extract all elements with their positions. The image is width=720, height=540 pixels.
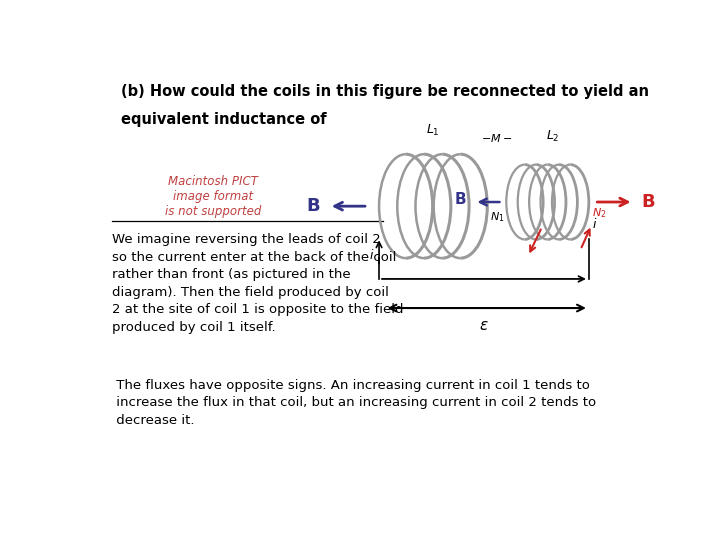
Text: $L_2$: $L_2$: [546, 129, 560, 144]
Text: B: B: [454, 192, 466, 207]
Text: (b) How could the coils in this figure be reconnected to yield an: (b) How could the coils in this figure b…: [121, 84, 649, 98]
Text: $N_2$: $N_2$: [592, 206, 606, 220]
Text: B: B: [307, 197, 320, 215]
Text: $-M-$: $-M-$: [481, 132, 513, 144]
Text: The fluxes have opposite signs. An increasing current in coil 1 tends to
 increa: The fluxes have opposite signs. An incre…: [112, 379, 596, 427]
Text: $L_1$: $L_1$: [426, 123, 440, 138]
Text: $N_1$: $N_1$: [490, 210, 505, 224]
Text: Macintosh PICT
image format
is not supported: Macintosh PICT image format is not suppo…: [165, 175, 261, 218]
Text: $\varepsilon$: $\varepsilon$: [479, 319, 489, 333]
Text: $i$: $i$: [369, 248, 374, 262]
Text: $i$: $i$: [592, 217, 597, 231]
Text: We imagine reversing the leads of coil 2
so the current enter at the back of the: We imagine reversing the leads of coil 2…: [112, 233, 404, 334]
Text: equivalent inductance of: equivalent inductance of: [121, 112, 326, 127]
Text: B: B: [642, 193, 655, 211]
